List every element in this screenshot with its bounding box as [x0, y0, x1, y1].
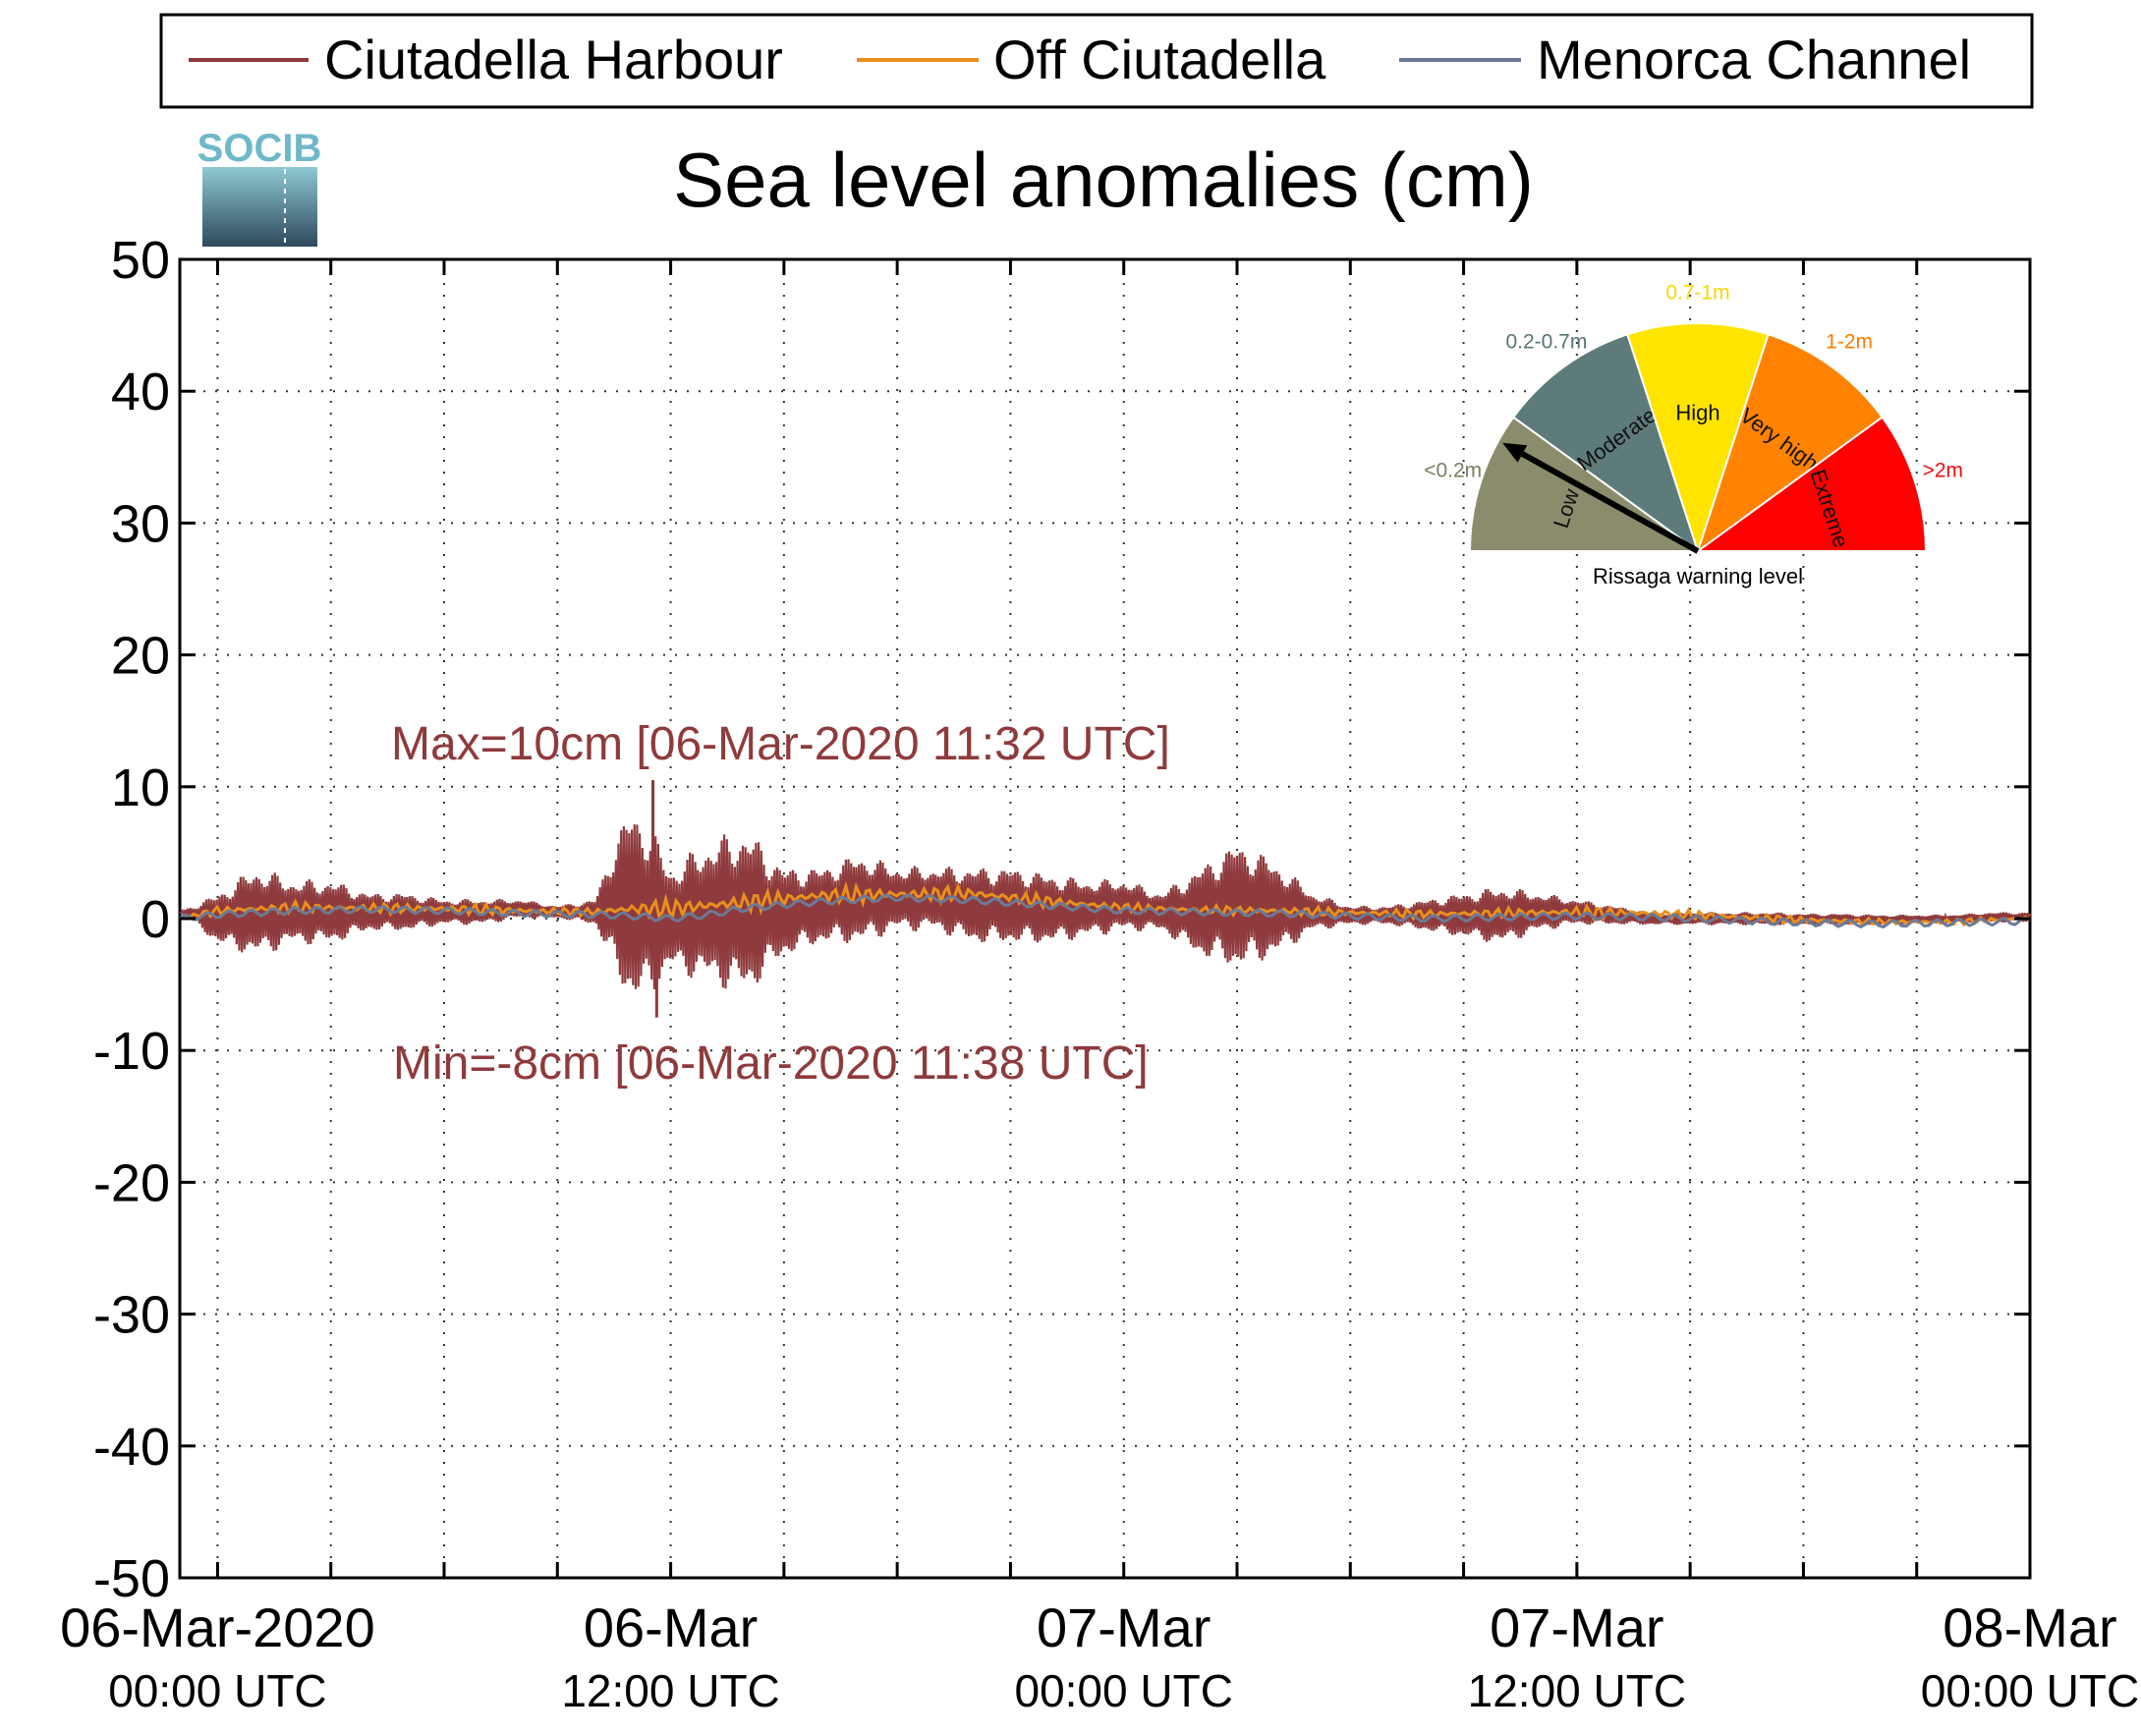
x-tick-label: 12:00 UTC	[1468, 1665, 1686, 1716]
chart-title: Sea level anomalies (cm)	[673, 137, 1534, 223]
gauge-segment-moderate	[1511, 333, 1700, 554]
max-annotation: Max=10cm [06-Mar-2020 11:32 UTC]	[391, 718, 1170, 770]
y-tick-label: -30	[93, 1286, 170, 1345]
legend-label-off-ciutadella: Off Ciutadella	[993, 28, 1326, 90]
gauge-caption: Rissaga warning level	[1593, 564, 1803, 588]
x-tick-label: 07-Mar	[1037, 1596, 1211, 1658]
y-tick-label: -40	[93, 1418, 170, 1477]
y-tick-label: -50	[93, 1549, 170, 1608]
x-tick-label: 07-Mar	[1490, 1596, 1663, 1658]
min-annotation: Min=-8cm [06-Mar-2020 11:38 UTC]	[393, 1037, 1149, 1090]
y-tick-label: 0	[141, 890, 170, 949]
legend-box	[159, 13, 2034, 109]
x-tick-label: 00:00 UTC	[1921, 1665, 2139, 1716]
x-tick-label: 08-Mar	[1943, 1596, 2116, 1658]
x-tick-label: 00:00 UTC	[108, 1665, 326, 1716]
y-tick-label: -10	[93, 1022, 170, 1081]
gauge-segment-label: High	[1675, 401, 1719, 425]
series-layer	[179, 780, 2032, 1018]
gauge-range-label: >2m	[1923, 460, 1963, 482]
legend-label-menorca-channel: Menorca Channel	[1537, 28, 1971, 90]
y-tick-label: 40	[111, 363, 170, 421]
x-tick-label: 06-Mar	[584, 1596, 758, 1658]
y-tick-label: 20	[111, 627, 170, 686]
gauge-range-label: 1-2m	[1826, 330, 1873, 353]
gauge-needle	[1520, 451, 1700, 554]
gauge-segment-extreme	[1694, 416, 1928, 552]
x-tick-label: 06-Mar-2020	[60, 1596, 375, 1658]
y-tick-label: 10	[111, 758, 170, 817]
legend: Ciutadella Harbour Off Ciutadella Menorc…	[159, 13, 2034, 109]
socib-logo: SOCIB	[197, 127, 322, 247]
gauge-segment-very-high	[1696, 333, 1885, 554]
x-tick-label: 12:00 UTC	[561, 1665, 779, 1716]
y-tick-label: 50	[111, 231, 170, 290]
series-line-ciutadella-harbour	[179, 824, 2032, 989]
gauge-segment-high	[1626, 322, 1770, 555]
y-tick-label: -20	[93, 1153, 170, 1212]
gauge-range-label: 0.7-1m	[1665, 281, 1729, 304]
legend-label-ciutadella-harbour: Ciutadella Harbour	[324, 28, 783, 90]
y-tick-label: 30	[111, 494, 170, 553]
socib-logo-text: SOCIB	[197, 127, 322, 170]
socib-logo-mark	[202, 167, 317, 247]
series-line-menorca-channel	[179, 893, 2029, 929]
gauge-range-label: <0.2m	[1424, 460, 1482, 482]
gauge-range-label: 0.2-0.7m	[1505, 330, 1587, 353]
gauge-needle-head	[1502, 442, 1528, 463]
x-tick-label: 00:00 UTC	[1014, 1665, 1232, 1716]
